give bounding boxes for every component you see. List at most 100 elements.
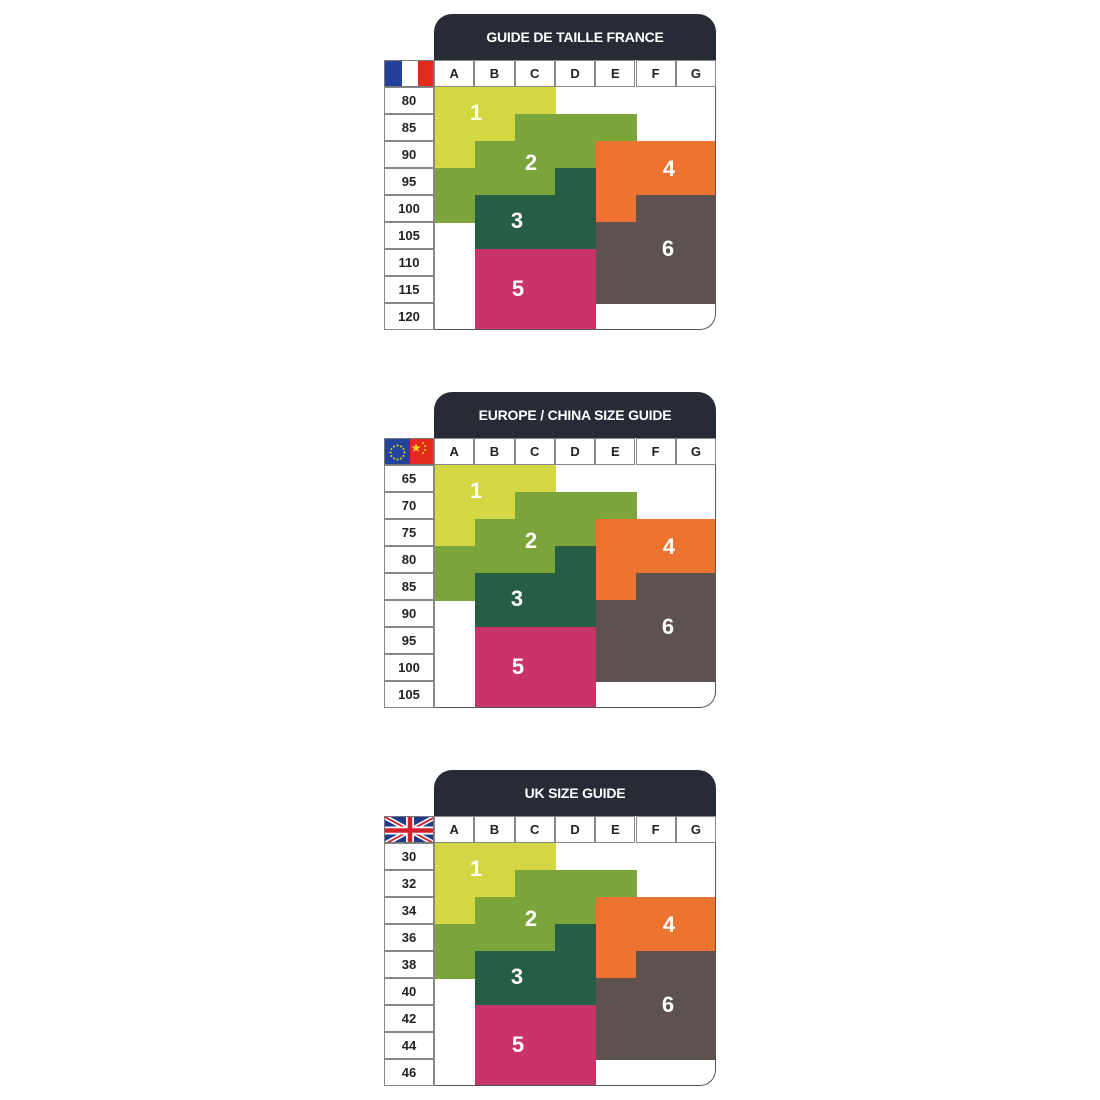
zone-cell [676,276,715,304]
row-header: 85 [384,114,434,141]
zone-cell [515,546,557,574]
zone-cell [515,654,557,682]
zone-cell [636,1005,677,1033]
zone-cell [676,573,715,601]
zone-label: 3 [510,964,524,989]
zone-cell [636,195,677,223]
zone-cell [435,870,476,898]
row-header: 44 [384,1032,434,1059]
zone-cell [515,195,557,223]
zone-cell [474,114,516,142]
zone-cell [435,951,476,979]
size-chart: UK SIZE GUIDE A B C D E F G 30 32 34 36 38 40 42 44 46 1 2… [384,770,717,1087]
zone-cell [676,168,715,196]
zone-cell [676,951,715,979]
row-header: 110 [384,249,434,276]
zone-label: 5 [511,1032,525,1057]
zone-cell [636,654,677,682]
eu-china-flag-icon [384,438,434,465]
row-header: 46 [384,1059,434,1086]
zone-cell [515,978,557,1006]
row-header: 75 [384,519,434,546]
zone-cell [555,222,597,250]
zone-cell [515,465,557,493]
column-header: C [514,60,555,87]
zone-cell [515,600,557,628]
column-header: G [675,816,717,843]
column-header: F [635,60,676,87]
zone-cell [474,87,516,115]
row-header: 85 [384,573,434,600]
zone-cell [595,249,637,277]
uk-flag-icon [384,816,434,843]
zone-cell [474,870,516,898]
row-header: 90 [384,600,434,627]
zone-cell [474,600,516,628]
zone-cell [676,627,715,655]
zone-cell [636,897,677,925]
column-header: F [635,438,676,465]
zone-cell [515,276,557,304]
zone-cell [515,303,557,329]
row-header: 120 [384,303,434,330]
zone-cell [474,978,516,1006]
zone-cell [474,222,516,250]
zone-cell [595,546,637,574]
column-header: E [595,438,636,465]
size-grid: 1 2 3 4 5 6 [434,465,716,708]
zone-cell [515,1032,557,1060]
chart-title: GUIDE DE TAILLE FRANCE [434,14,716,60]
zone-cell [636,249,677,277]
zone-label: 2 [524,150,538,175]
zone-cell [474,573,516,601]
column-header: C [514,438,555,465]
zone-label: 1 [469,856,483,881]
zone-cell [555,276,597,304]
zone-cell [595,870,637,898]
zone-cell [474,519,516,547]
zone-cell [555,492,597,520]
zone-cell [474,168,516,196]
zone-cell [636,1032,677,1060]
zone-cell [515,627,557,655]
zone-cell [555,303,597,329]
zone-cell [515,87,557,115]
zone-cell [474,276,516,304]
zone-cell [515,681,557,707]
zone-cell [636,978,677,1006]
column-header: A [434,816,475,843]
zone-cell [555,870,597,898]
zone-cell [636,519,677,547]
zone-cell [555,1059,597,1085]
zone-cell [515,519,557,547]
zone-cell [676,249,715,277]
zone-cell [636,924,677,952]
size-grid: 1 2 3 4 5 6 [434,843,716,1086]
zone-cell [435,573,476,601]
row-header: 95 [384,168,434,195]
zone-cell [595,600,637,628]
zone-label: 1 [469,478,483,503]
zone-cell [595,1005,637,1033]
column-header: D [554,438,596,465]
zone-cell [555,519,597,547]
zone-cell [474,681,516,707]
zone-label: 3 [510,208,524,233]
zone-cell [555,654,597,682]
zone-cell [435,519,476,547]
zone-cell [515,114,557,142]
zone-cell [676,654,715,682]
zone-cell [555,1005,597,1033]
zone-cell [555,627,597,655]
zone-cell [636,276,677,304]
row-header: 95 [384,627,434,654]
zone-cell [636,627,677,655]
row-header: 30 [384,843,434,870]
zone-cell [676,897,715,925]
zone-cell [636,168,677,196]
zone-cell [515,1005,557,1033]
zone-cell [636,222,677,250]
row-header: 100 [384,195,434,222]
zone-cell [595,195,637,223]
zone-cell [474,654,516,682]
